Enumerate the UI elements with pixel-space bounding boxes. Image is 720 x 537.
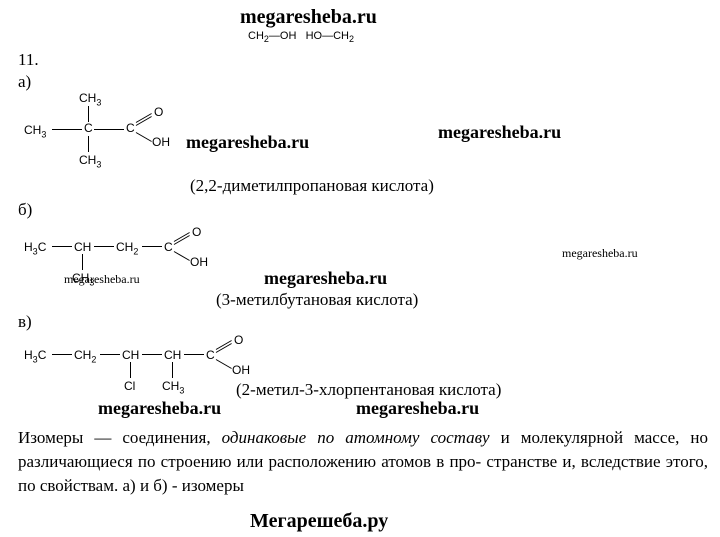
para-line1-pre: Изомеры — соединения,	[18, 428, 222, 447]
watermark-center-upper: megaresheba.ru	[186, 132, 309, 153]
para-line1-italic: одинаковые по атомному составу	[222, 428, 490, 447]
compound-name-a: (2,2-диметилпропановая кислота)	[190, 176, 434, 196]
watermark-center-mid: megaresheba.ru	[264, 268, 387, 289]
structure-a: CH3 CH3 C CH3 C O OH	[24, 92, 184, 172]
watermark-top: megaresheba.ru	[240, 6, 377, 29]
watermark-right-lower: megaresheba.ru	[356, 398, 479, 419]
structure-v: H3C CH2 CH Cl CH CH3 C O OH	[24, 334, 264, 404]
question-number: 11.	[18, 50, 39, 70]
fragment-text: CH2—OH HO—CH2	[248, 30, 354, 44]
part-a-label: а)	[18, 72, 31, 92]
compound-name-v: (2-метил-3-хлорпентановая кислота)	[236, 380, 501, 400]
watermark-left-lower: megaresheba.ru	[98, 398, 221, 419]
watermark-right-mid: megaresheba.ru	[562, 246, 638, 261]
part-v-label: в)	[18, 312, 32, 332]
watermark-right-upper: megaresheba.ru	[438, 122, 561, 143]
watermark-left-mid: megaresheba.ru	[64, 272, 140, 287]
part-b-label: б)	[18, 200, 32, 220]
isomers-paragraph: Изомеры — соединения, одинаковые по атом…	[18, 426, 708, 497]
watermark-bottom: Мегарешеба.ру	[250, 510, 388, 533]
para-line1-post: и молекулярной	[490, 428, 624, 447]
compound-name-b: (3-метилбутановая кислота)	[216, 290, 418, 310]
